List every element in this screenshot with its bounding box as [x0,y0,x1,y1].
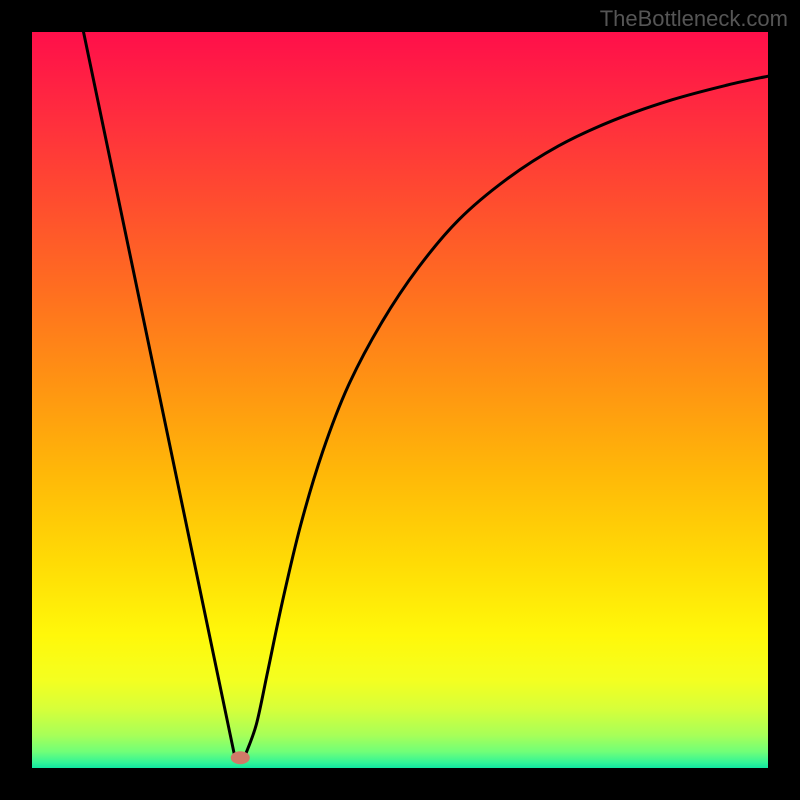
chart-stage: TheBottleneck.com [0,0,800,800]
gradient-background [32,32,768,768]
gradient-rect [32,32,768,768]
watermark-text: TheBottleneck.com [600,6,788,32]
